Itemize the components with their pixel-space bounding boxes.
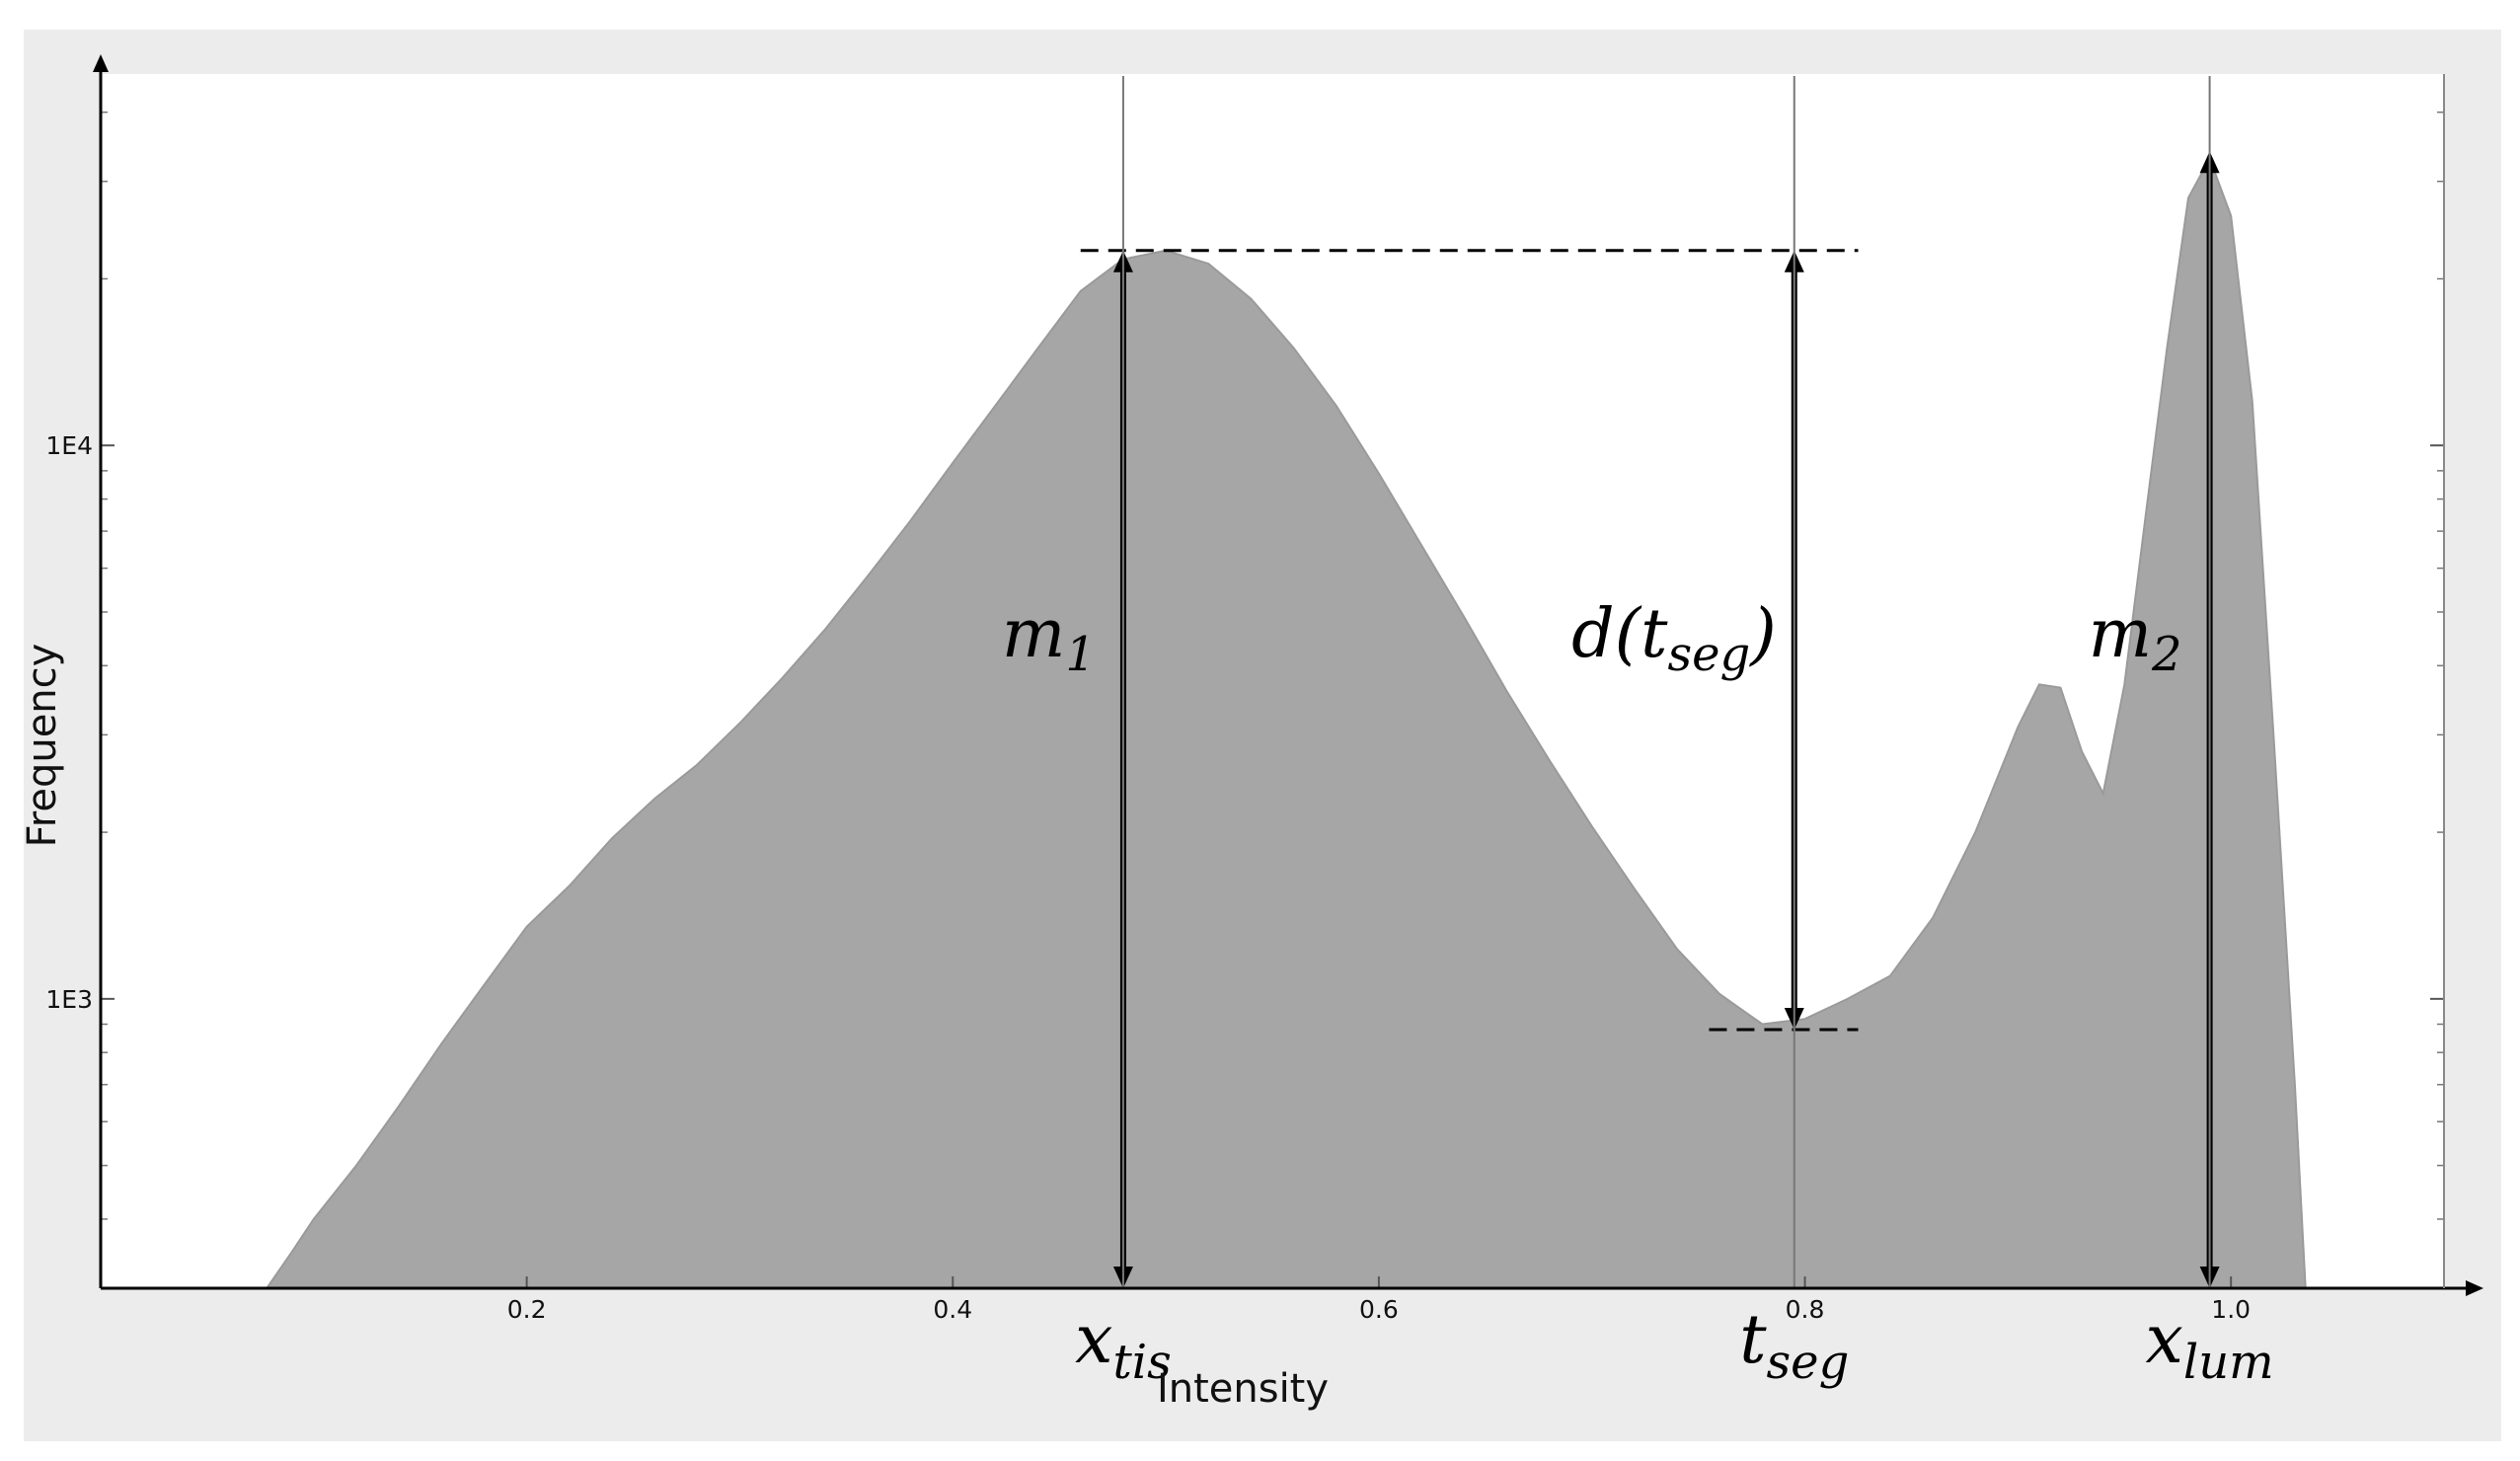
x-tick-label: 0.4 <box>933 1295 972 1324</box>
arrow-label-suffix: ) <box>1748 595 1777 673</box>
arrow-label-subscript: 1 <box>1065 627 1096 682</box>
x-marker-subscript: seg <box>1767 1335 1850 1390</box>
tick-labels: 0.2 0.4 0.6 0.8 1.0 1E3 1E4 <box>45 431 2251 1324</box>
x-tick-label: 0.8 <box>1786 1295 1825 1324</box>
histogram-area <box>265 156 2307 1289</box>
x-marker-subscript: lum <box>2183 1335 2274 1390</box>
x-axis-arrowhead <box>2466 1280 2483 1296</box>
x-tick-label: 0.6 <box>1359 1295 1399 1324</box>
arrow-label-subscript: seg <box>1667 627 1750 682</box>
x-tick-label: 1.0 <box>2211 1295 2251 1324</box>
y-tick-label: 1E3 <box>45 985 93 1014</box>
y-axis-arrowhead <box>93 54 109 72</box>
x-axis-title: Intensity <box>1157 1366 1329 1412</box>
x-marker-label: xlum <box>2146 1301 2274 1390</box>
annotation-overlays <box>1080 76 2220 1288</box>
chart-frame: 0.2 0.4 0.6 0.8 1.0 1E3 1E4 m1 d(tseg) m2 xtis tse… <box>24 30 2501 1441</box>
y-tick-label: 1E4 <box>45 431 93 460</box>
x-tick-label: 0.2 <box>507 1295 547 1324</box>
arrow-label-subscript: 2 <box>2151 627 2182 682</box>
x-marker-subscript: tis <box>1112 1335 1171 1390</box>
y-axis-title: Frequency <box>24 644 65 848</box>
